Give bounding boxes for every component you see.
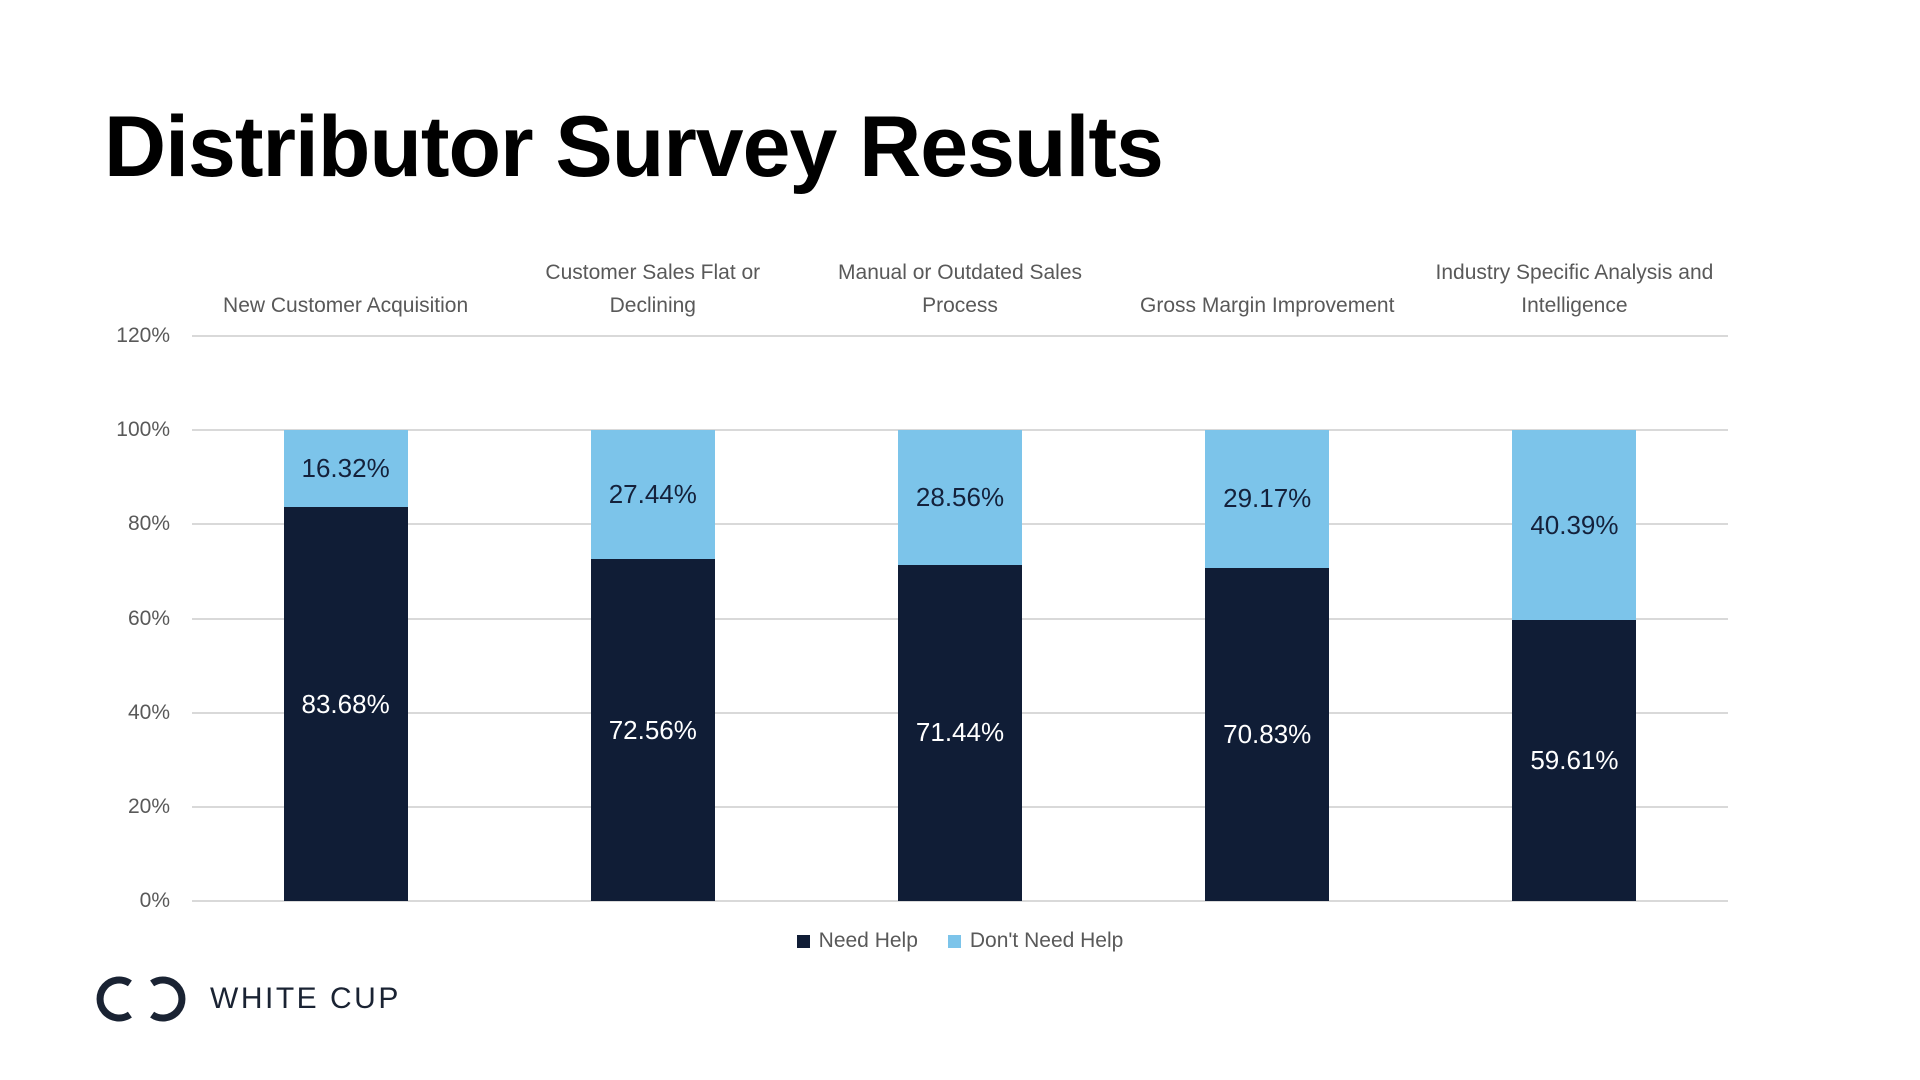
bar-value-label: 16.32% xyxy=(301,453,390,484)
stacked-bar: 28.56% 71.44% xyxy=(898,430,1022,901)
bar-segment-need-help: 72.56% xyxy=(590,559,715,901)
category-label-line: Manual or Outdated Sales xyxy=(838,261,1082,284)
bar-value-label: 40.39% xyxy=(1530,509,1619,540)
category-label: Industry Specific Analysis and Intelligen… xyxy=(1421,244,1728,322)
white-cup-logo: WHITE CUP xyxy=(96,976,401,1022)
bar-value-label: 28.56% xyxy=(915,481,1005,512)
y-axis-tick-label: 100% xyxy=(116,418,170,442)
bar-value-label: 29.17% xyxy=(1223,483,1312,514)
category-label: Gross Margin Improvement xyxy=(1114,244,1421,322)
bar-segment-dont-need-help: 27.44% xyxy=(590,430,715,560)
gridline xyxy=(192,900,1728,902)
stacked-bar: 40.39% 59.61% xyxy=(1512,430,1637,901)
legend-swatch xyxy=(796,934,810,948)
legend-label: Don't Need Help xyxy=(969,929,1124,952)
bar-slot: 28.56% 71.44% xyxy=(806,430,1113,901)
bar-segment-need-help: 59.61% xyxy=(1512,620,1637,901)
bar-segment-need-help: 70.83% xyxy=(1205,567,1330,901)
stacked-bar: 27.44% 72.56% xyxy=(590,430,715,901)
bar-value-label: 59.61% xyxy=(1530,745,1619,776)
category-label-line: Gross Margin Improvement xyxy=(1140,294,1395,317)
stacked-bar: 16.32% 83.68% xyxy=(283,430,408,901)
bar-value-label: 70.83% xyxy=(1223,718,1312,749)
category-label-row: New Customer Acquisition Customer Sales F… xyxy=(192,244,1728,322)
category-label: Manual or Outdated Sales Process xyxy=(806,244,1113,322)
bars-container: 16.32% 83.68% 27.44% 72.56% 28.56% 71.44% 29.1… xyxy=(192,336,1728,901)
category-label-line: Customer Sales Flat or xyxy=(545,261,761,284)
white-cup-rings-icon xyxy=(96,976,186,1022)
stacked-bar: 29.17% 70.83% xyxy=(1205,430,1330,901)
page-title: Distributor Survey Results xyxy=(104,99,1164,195)
category-label: Customer Sales Flat or Declining xyxy=(499,244,806,322)
chart-legend: Need Help Don't Need Help xyxy=(192,929,1728,953)
y-axis-tick-label: 80% xyxy=(127,512,170,536)
bar-slot: 40.39% 59.61% xyxy=(1421,430,1728,901)
y-axis-tick-label: 40% xyxy=(127,700,170,724)
stacked-bar-chart-plot-area: 16.32% 83.68% 27.44% 72.56% 28.56% 71.44% 29.1… xyxy=(192,335,1728,902)
category-label-line: Intelligence xyxy=(1521,294,1628,317)
bar-value-label: 27.44% xyxy=(608,479,697,510)
bar-segment-dont-need-help: 40.39% xyxy=(1512,430,1637,621)
bar-slot: 16.32% 83.68% xyxy=(192,430,499,901)
y-axis-tick-labels: 120% 100% 80% 60% 40% 20% 0% xyxy=(58,324,170,912)
bar-value-label: 71.44% xyxy=(915,717,1005,748)
bar-segment-need-help: 71.44% xyxy=(898,564,1022,901)
bar-segment-dont-need-help: 28.56% xyxy=(898,430,1022,565)
bar-slot: 27.44% 72.56% xyxy=(499,430,806,901)
gridline xyxy=(192,335,1728,337)
bar-value-label: 83.68% xyxy=(301,688,390,719)
white-cup-logo-text: WHITE CUP xyxy=(210,982,401,1015)
bar-segment-dont-need-help: 29.17% xyxy=(1205,430,1330,568)
y-axis-tick-label: 0% xyxy=(139,889,170,912)
bar-segment-dont-need-help: 16.32% xyxy=(283,430,408,508)
legend-item: Need Help xyxy=(796,929,918,953)
category-label: New Customer Acquisition xyxy=(192,244,499,322)
category-label-line: Declining xyxy=(609,294,696,317)
bar-slot: 29.17% 70.83% xyxy=(1114,430,1421,901)
bar-segment-need-help: 83.68% xyxy=(283,507,408,901)
legend-swatch xyxy=(947,934,961,948)
gridline xyxy=(192,429,1728,432)
y-axis-tick-label: 120% xyxy=(116,324,170,347)
legend-label: Need Help xyxy=(818,929,918,952)
legend-item: Don't Need Help xyxy=(947,929,1124,953)
y-axis-tick-label: 60% xyxy=(127,606,170,630)
category-label-line: Process xyxy=(922,294,998,317)
category-label-line: Industry Specific Analysis and xyxy=(1435,261,1714,284)
y-axis-tick-label: 20% xyxy=(127,794,170,818)
category-label-line: New Customer Acquisition xyxy=(223,294,469,317)
bar-value-label: 72.56% xyxy=(608,714,697,745)
